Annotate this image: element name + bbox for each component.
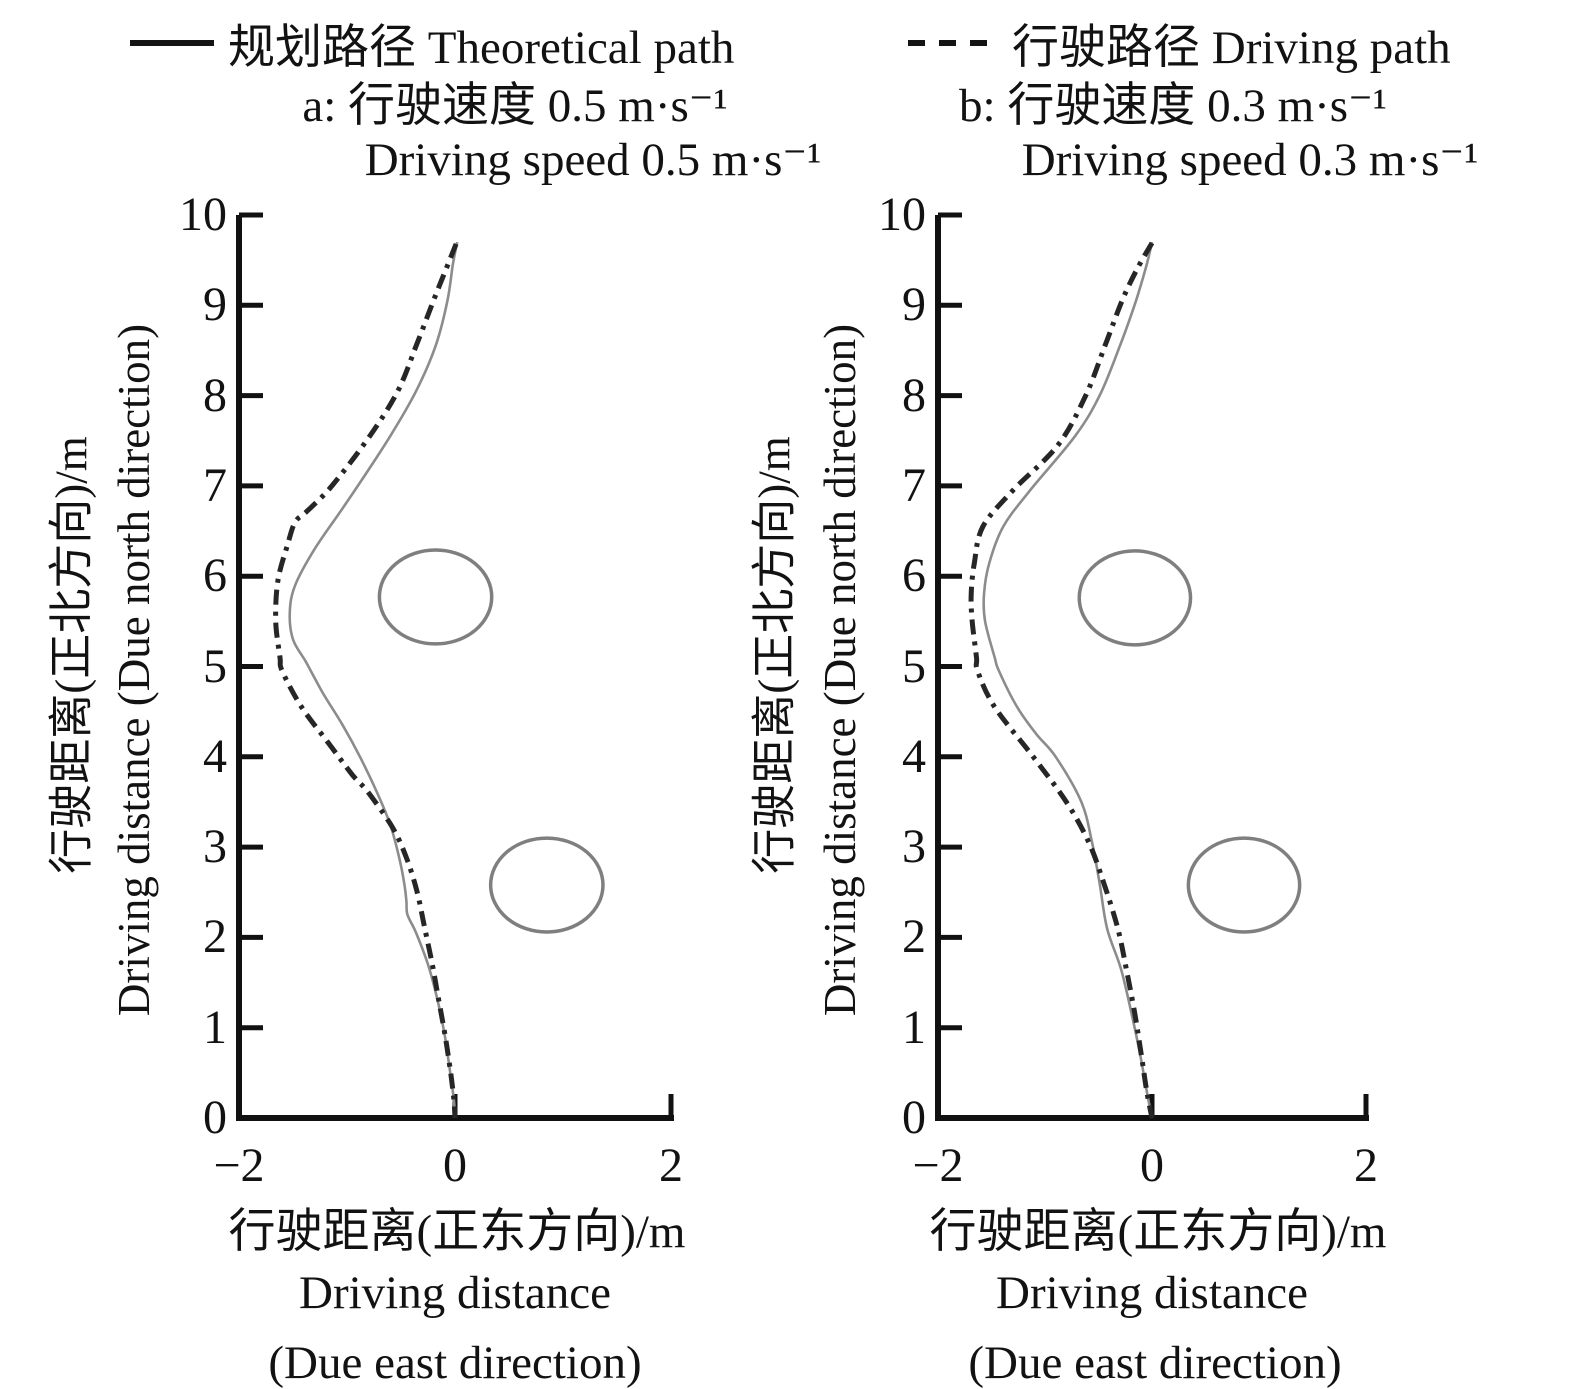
panel-b-ylabel-cn: 行驶距离(正北方向)/m	[749, 436, 800, 874]
obstacle-circle	[1186, 836, 1302, 934]
panel-a-xlabel-en1: Driving distance	[299, 1267, 611, 1319]
panel-a-ylabel-cn: 行驶距离(正北方向)/m	[46, 436, 97, 874]
y-tick-label: 10	[878, 188, 926, 241]
panel-a-xlabel-cn: 行驶距离(正东方向)/m	[228, 1206, 686, 1258]
legend-item-driving: 行驶路径 Driving path	[906, 8, 1451, 77]
panel-b-xlabel-en2: (Due east direction)	[968, 1337, 1342, 1389]
theoretical-path-curve-b	[982, 241, 1154, 1119]
y-tick-label: 8	[203, 368, 227, 422]
y-tick-label: 6	[902, 549, 926, 603]
legend-label-driving: 行驶路径 Driving path	[1012, 22, 1451, 74]
x-tick-label: 0	[443, 1139, 467, 1192]
y-tick-label: 1	[902, 1000, 926, 1054]
y-tick-label: 4	[902, 729, 926, 783]
x-tick-label: 2	[659, 1139, 683, 1192]
y-tick-label: 6	[203, 549, 227, 603]
y-tick-label: 3	[902, 820, 926, 874]
y-tick-label: 3	[203, 820, 227, 874]
driving-path-curve-a	[273, 242, 459, 1119]
y-tick-label: 8	[902, 368, 926, 422]
y-tick-label: 0	[203, 1091, 227, 1144]
dashed-line-sample-icon	[908, 39, 994, 46]
y-tick-label: 10	[179, 188, 227, 241]
y-tick-label: 9	[902, 278, 926, 332]
panel-a-title-en: Driving speed 0.5 m·s⁻¹	[364, 134, 822, 186]
x-tick-label: 2	[1354, 1139, 1378, 1192]
panel-b-title-en: Driving speed 0.3 m·s⁻¹	[1021, 134, 1479, 186]
y-tick-label: 7	[902, 458, 926, 512]
x-tick-label: −2	[213, 1139, 265, 1192]
y-tick-label: 9	[203, 278, 227, 332]
legend-item-theoretical: 规划路径 Theoretical path	[130, 8, 734, 77]
panel-b-xlabel-cn: 行驶距离(正东方向)/m	[929, 1206, 1387, 1258]
y-tick-label: 2	[902, 910, 926, 964]
y-tick-label: 1	[203, 1000, 227, 1054]
driving-path-curve-b	[968, 241, 1155, 1119]
x-tick-label: −2	[912, 1139, 964, 1192]
y-tick-label: 0	[902, 1091, 926, 1144]
y-tick-label: 2	[203, 910, 227, 964]
panel-b-xlabel-en1: Driving distance	[996, 1267, 1308, 1319]
y-tick-label: 5	[203, 639, 227, 693]
panel-a-title-cn: a: 行驶速度 0.5 m·s⁻¹	[302, 80, 728, 132]
y-tick-label: 5	[902, 639, 926, 693]
obstacle-circle	[377, 548, 494, 646]
solid-line-sample-icon	[130, 39, 214, 46]
y-tick-label: 7	[203, 458, 227, 512]
panel-b-title-cn: b: 行驶速度 0.3 m·s⁻¹	[959, 80, 1387, 132]
obstacle-circle	[1077, 549, 1193, 647]
x-tick-label: 0	[1140, 1139, 1164, 1192]
panel-a-xlabel-en2: (Due east direction)	[268, 1337, 642, 1389]
theoretical-path-curve-a	[288, 241, 459, 1119]
y-tick-label: 4	[203, 729, 227, 783]
obstacle-circle	[488, 836, 605, 934]
legend-label-theoretical: 规划路径 Theoretical path	[228, 22, 735, 74]
